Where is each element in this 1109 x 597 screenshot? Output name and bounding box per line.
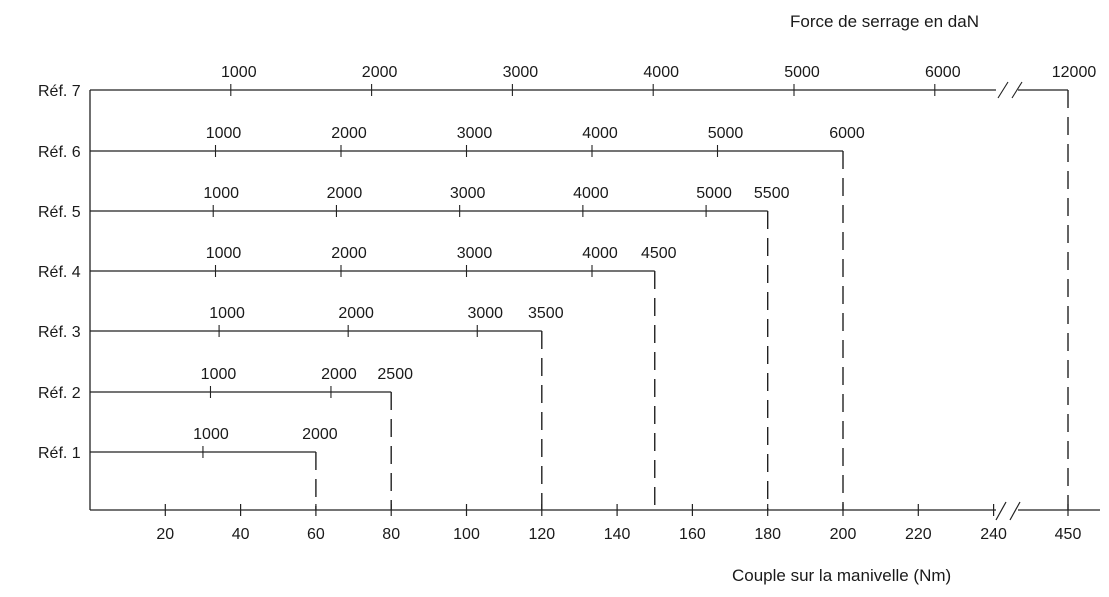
force-tick-label: 3000 <box>467 305 503 322</box>
force-tick-label: 1000 <box>206 245 242 262</box>
force-tick-label: 4000 <box>573 185 609 202</box>
force-tick-label: 4500 <box>641 245 677 262</box>
row-label: Réf. 7 <box>38 83 81 100</box>
force-tick-label: 12000 <box>1052 64 1097 81</box>
row-label: Réf. 6 <box>38 144 81 161</box>
force-tick-label: 1000 <box>221 64 257 81</box>
force-tick-label: 5000 <box>784 64 820 81</box>
x-tick-label: 40 <box>232 526 250 543</box>
force-tick-label: 2000 <box>362 64 398 81</box>
x-tick-label: 60 <box>307 526 325 543</box>
force-tick-label: 3000 <box>457 245 493 262</box>
x-tick-label: 80 <box>382 526 400 543</box>
force-tick-label: 4000 <box>582 125 618 142</box>
x-tick-label: 20 <box>156 526 174 543</box>
force-tick-label: 5000 <box>708 125 744 142</box>
force-tick-label: 3500 <box>528 305 564 322</box>
force-tick-label: 2000 <box>331 245 367 262</box>
force-tick-label: 6000 <box>925 64 961 81</box>
force-tick-label: 2000 <box>327 185 363 202</box>
x-tick-label: 450 <box>1055 526 1082 543</box>
force-tick-label: 1000 <box>193 426 229 443</box>
row-label: Réf. 3 <box>38 324 81 341</box>
force-tick-label: 5500 <box>754 185 790 202</box>
x-tick-label: 180 <box>754 526 781 543</box>
x-tick-label: 220 <box>905 526 932 543</box>
force-tick-label: 2000 <box>331 125 367 142</box>
force-tick-label: 4000 <box>643 64 679 81</box>
row-label: Réf. 1 <box>38 445 81 462</box>
force-tick-label: 2000 <box>338 305 374 322</box>
force-tick-label: 1000 <box>206 125 242 142</box>
force-tick-label: 4000 <box>582 245 618 262</box>
force-tick-label: 2000 <box>302 426 338 443</box>
x-axis-break-mark <box>996 502 1006 520</box>
x-tick-label: 160 <box>679 526 706 543</box>
force-tick-label: 2000 <box>321 366 357 383</box>
series-break-mark <box>998 82 1008 98</box>
force-tick-label: 2500 <box>377 366 413 383</box>
x-tick-label: 120 <box>528 526 555 543</box>
x-tick-label: 240 <box>980 526 1007 543</box>
row-label: Réf. 4 <box>38 264 81 281</box>
x-tick-label: 140 <box>604 526 631 543</box>
force-tick-label: 1000 <box>203 185 239 202</box>
force-tick-label: 6000 <box>829 125 865 142</box>
row-label: Réf. 5 <box>38 204 81 221</box>
x-tick-label: 100 <box>453 526 480 543</box>
x-axis-break-mark <box>1010 502 1020 520</box>
force-tick-label: 3000 <box>457 125 493 142</box>
force-tick-label: 1000 <box>209 305 245 322</box>
force-tick-label: 3000 <box>450 185 486 202</box>
x-tick-label: 200 <box>830 526 857 543</box>
force-tick-label: 1000 <box>201 366 237 383</box>
force-tick-label: 3000 <box>503 64 539 81</box>
force-tick-label: 5000 <box>696 185 732 202</box>
row-label: Réf. 2 <box>38 385 81 402</box>
